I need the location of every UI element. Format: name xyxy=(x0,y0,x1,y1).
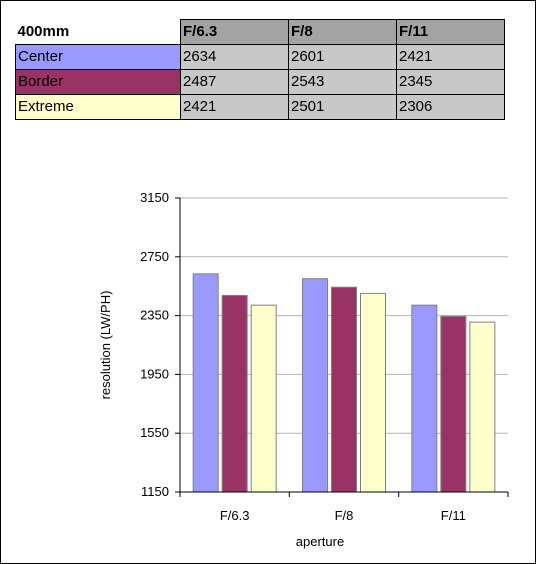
y-tick-label: 2750 xyxy=(140,249,169,264)
bar-extreme xyxy=(360,292,386,493)
table-cell: 2487 xyxy=(180,69,289,95)
axes: 1150 1550 1950 2350 2750 3150 F/6.3 F/8 F/11 xyxy=(140,190,509,523)
y-tick-label: 1950 xyxy=(140,366,169,381)
y-tick-label: 1150 xyxy=(141,484,169,499)
bar-center xyxy=(411,304,438,493)
x-axis-title: aperture xyxy=(296,534,344,549)
y-axis-title: resolution (LW/PH) xyxy=(98,291,113,400)
row-label-center: Center xyxy=(15,44,181,70)
x-tick-label: F/6.3 xyxy=(220,508,250,523)
x-tick-label: F/11 xyxy=(441,508,466,523)
bar-center xyxy=(302,278,328,493)
data-table: 400mm F/6.3 F/8 F/11 Center 2634 2601 24… xyxy=(15,19,505,120)
bar-extreme xyxy=(469,321,496,493)
table-cell: 2543 xyxy=(288,69,397,95)
bar-extreme xyxy=(250,304,277,493)
bar-center xyxy=(192,273,219,493)
bar-border xyxy=(221,294,248,493)
table-row: Border 2487 2543 2345 xyxy=(15,69,505,95)
x-tick-label: F/8 xyxy=(335,508,354,523)
bars xyxy=(192,273,496,493)
table-cell: 2634 xyxy=(180,44,289,70)
table-cell: 2501 xyxy=(288,94,397,120)
table-row: Extreme 2421 2501 2306 xyxy=(15,94,505,120)
row-label-extreme: Extreme xyxy=(15,94,181,120)
table-cell: 2421 xyxy=(180,94,289,120)
column-header: F/11 xyxy=(396,19,505,45)
bar-border xyxy=(331,286,357,493)
table-cell: 2306 xyxy=(396,94,505,120)
bar-border xyxy=(440,315,467,493)
y-tick-label: 3150 xyxy=(140,190,169,205)
table-cell: 2601 xyxy=(288,44,397,70)
row-label-border: Border xyxy=(15,69,181,95)
table-cell: 2421 xyxy=(396,44,505,70)
table-cell: 2345 xyxy=(396,69,505,95)
y-tick-label: 2350 xyxy=(140,308,169,323)
y-tick-label: 1550 xyxy=(140,425,169,440)
table-header-row: 400mm F/6.3 F/8 F/11 xyxy=(15,19,505,45)
table-title: 400mm xyxy=(15,19,181,45)
table-row: Center 2634 2601 2421 xyxy=(15,44,505,70)
column-header: F/8 xyxy=(288,19,397,45)
